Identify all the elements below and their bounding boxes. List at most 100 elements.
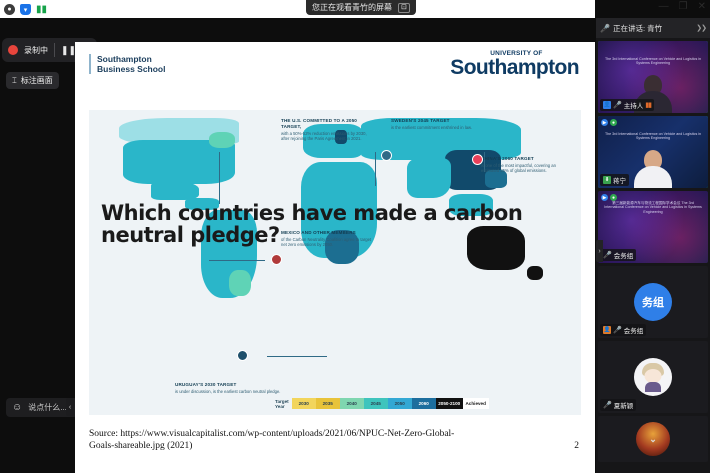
participant-name: 会务组: [613, 253, 634, 260]
pin-uruguay-icon: [237, 350, 248, 361]
panel-collapse-button[interactable]: ›: [596, 240, 603, 262]
toolbar-divider: [54, 43, 55, 57]
shared-slide: Southampton Business School UNIVERSITY O…: [75, 42, 595, 473]
emoji-icon[interactable]: ☺: [12, 402, 23, 413]
callout-usa: THE U.S. COMMITTED TO A 2050 TARGET, wit…: [281, 118, 373, 141]
source-line-1: Source: https://www.visualcapitalist.com…: [89, 429, 455, 439]
cursor-icon[interactable]: ⌶: [12, 75, 17, 85]
legend-swatch-2050-2100: 2050-2100: [435, 398, 463, 409]
map-region-uruguay-area: [229, 270, 251, 296]
minimize-button[interactable]: —: [658, 1, 669, 12]
participant-tile-huiwuzu-video[interactable]: 第三届新能源汽车与物流工程国际学术会议 The 3rd Internationa…: [598, 191, 708, 263]
person-body-icon: [634, 166, 672, 188]
participant-tile-jiangning[interactable]: The 3rd International Conference on Vehi…: [598, 116, 708, 188]
pin-mexico-icon: [271, 254, 282, 265]
map-region-australia: [467, 226, 525, 270]
recording-status-label: 录制中: [24, 45, 48, 55]
browser-topbar: ● ▾ ▮▮: [0, 0, 595, 18]
participant-tile-huiwuzu-avatar[interactable]: 务组 👤 🎤 会务组: [598, 266, 708, 338]
tile-name-bar: 👤 🎤 会务组: [600, 324, 647, 336]
callout-china-title: CHINA'S 2060 TARGET: [481, 156, 534, 161]
callout-mexico-title: MEXICO AND OTHER MEMBERS: [281, 230, 356, 235]
map-region-sweden: [335, 130, 347, 144]
page-number: 2: [574, 441, 579, 451]
tile-conference-text: The 3rd International Conference on Vehi…: [604, 57, 702, 66]
signal-icon: ▮▮: [645, 102, 652, 109]
source-citation: Source: https://www.visualcapitalist.com…: [89, 428, 569, 452]
map-region-japan: [485, 170, 507, 188]
mic-muted-icon: 🎤: [613, 102, 622, 109]
speaking-label: 正在讲话: 青竹: [612, 23, 663, 33]
map-region-new-zealand: [527, 266, 543, 280]
tile-conference-text: The 3rd International Conference on Vehi…: [604, 132, 702, 141]
participant-tile-xiaxinying[interactable]: 🎤 夏新颖: [598, 341, 708, 413]
callout-line-sweden: [375, 152, 376, 186]
close-button[interactable]: ✕: [697, 1, 706, 12]
annotate-toolbar[interactable]: ⌶ 标注画面: [6, 72, 59, 89]
avatar: ⌄: [636, 422, 670, 456]
video-on-icon: ▶: [601, 119, 608, 126]
stop-view-icon[interactable]: ⊡: [398, 2, 410, 13]
legend-label: Target Year: [275, 399, 292, 409]
download-badge-icon: ⬇: [603, 176, 611, 184]
legend-swatch-2030: 2030: [291, 398, 316, 409]
person-head-icon: [644, 150, 662, 170]
mic-muted-icon: 🎤: [603, 402, 612, 409]
callout-mexico: MEXICO AND OTHER MEMBERS of the Carbon N…: [281, 230, 373, 248]
callout-line-us: [219, 152, 220, 204]
legend-swatch-2060: 2060: [411, 398, 436, 409]
source-line-2: Goals-shareable.jpg (2021): [89, 441, 193, 451]
signal-icon[interactable]: ▮▮: [36, 3, 48, 15]
chevron-down-icon[interactable]: ❯❯: [696, 25, 707, 32]
map-region-europe: [303, 124, 363, 158]
callout-line-mexico: [209, 260, 265, 261]
participant-name: 主持人: [623, 103, 644, 110]
callout-china: CHINA'S 2060 TARGET is one of the most i…: [481, 156, 573, 174]
participant-tile-host[interactable]: The 3rd International Conference on Vehi…: [598, 41, 708, 113]
university-logo-big: Southampton: [450, 56, 579, 79]
legend-swatch-2040: 2040: [339, 398, 364, 409]
participant-tile-partial[interactable]: ⌄: [598, 416, 708, 462]
brand-line-2: Business School: [97, 64, 166, 74]
slide-header: Southampton Business School UNIVERSITY O…: [75, 42, 595, 92]
legend-swatch-2050: 2050: [387, 398, 412, 409]
avatar-face-icon: [644, 369, 662, 383]
callout-sweden-title: SWEDEN'S 2045 TARGET: [391, 118, 450, 123]
callout-uruguay: URUGUAY'S 2030 TARGET is under discussio…: [175, 382, 295, 394]
host-badge-icon: 👤: [603, 101, 611, 109]
profile-icon[interactable]: ●: [4, 4, 15, 15]
callout-sweden: SWEDEN'S 2045 TARGET is the earliest com…: [391, 118, 483, 130]
legend-swatch-achieved: Achieved: [462, 398, 489, 409]
tile-name-bar: 🎤 夏新颖: [600, 399, 637, 411]
screen-share-notice[interactable]: 您正在观看青竹的屏幕 ⊡: [306, 0, 416, 15]
callout-line-uruguay: [267, 356, 327, 357]
pause-recording-button[interactable]: ❚❚: [61, 44, 77, 55]
brand-line-1: Southampton: [97, 54, 152, 64]
tile-status-icons: ▶ ●: [601, 194, 617, 201]
pin-china-icon: [472, 154, 483, 165]
tile-status-icons: ▶ ●: [601, 119, 617, 126]
audio-on-icon: ●: [610, 119, 617, 126]
legend-swatch-2045: 2045: [363, 398, 388, 409]
window-controls: — ❐ ✕: [659, 1, 706, 13]
callout-mexico-body: of the Carbon Neutrality Coalition agree…: [281, 237, 372, 248]
map-region-sea: [449, 194, 493, 216]
legend-swatch-2035: 2035: [315, 398, 340, 409]
chat-bar[interactable]: ☺ 说点什么...: [6, 398, 78, 417]
map-region-mexico: [151, 182, 199, 200]
topbar-icon-group: ● ▾ ▮▮: [4, 4, 47, 15]
map-region-india: [407, 158, 451, 198]
legend: Target Year 2030 2035 2040 2045 2050 206…: [275, 398, 489, 409]
participant-name: 蒋宁: [613, 178, 626, 185]
pin-sweden-icon: [381, 150, 392, 161]
chat-input[interactable]: 说点什么...: [28, 403, 67, 412]
video-on-icon: ▶: [601, 194, 608, 201]
chat-collapse-button[interactable]: ‹: [66, 398, 74, 416]
shield-icon[interactable]: ▾: [20, 4, 31, 15]
panel-header: 🎤 正在讲话: 青竹 ❯❯: [596, 18, 710, 38]
map-region-central-america: [185, 198, 219, 210]
avatar: [634, 358, 672, 396]
restore-button[interactable]: ❐: [678, 1, 688, 12]
screen-share-notice-label: 您正在观看青竹的屏幕: [312, 3, 392, 12]
